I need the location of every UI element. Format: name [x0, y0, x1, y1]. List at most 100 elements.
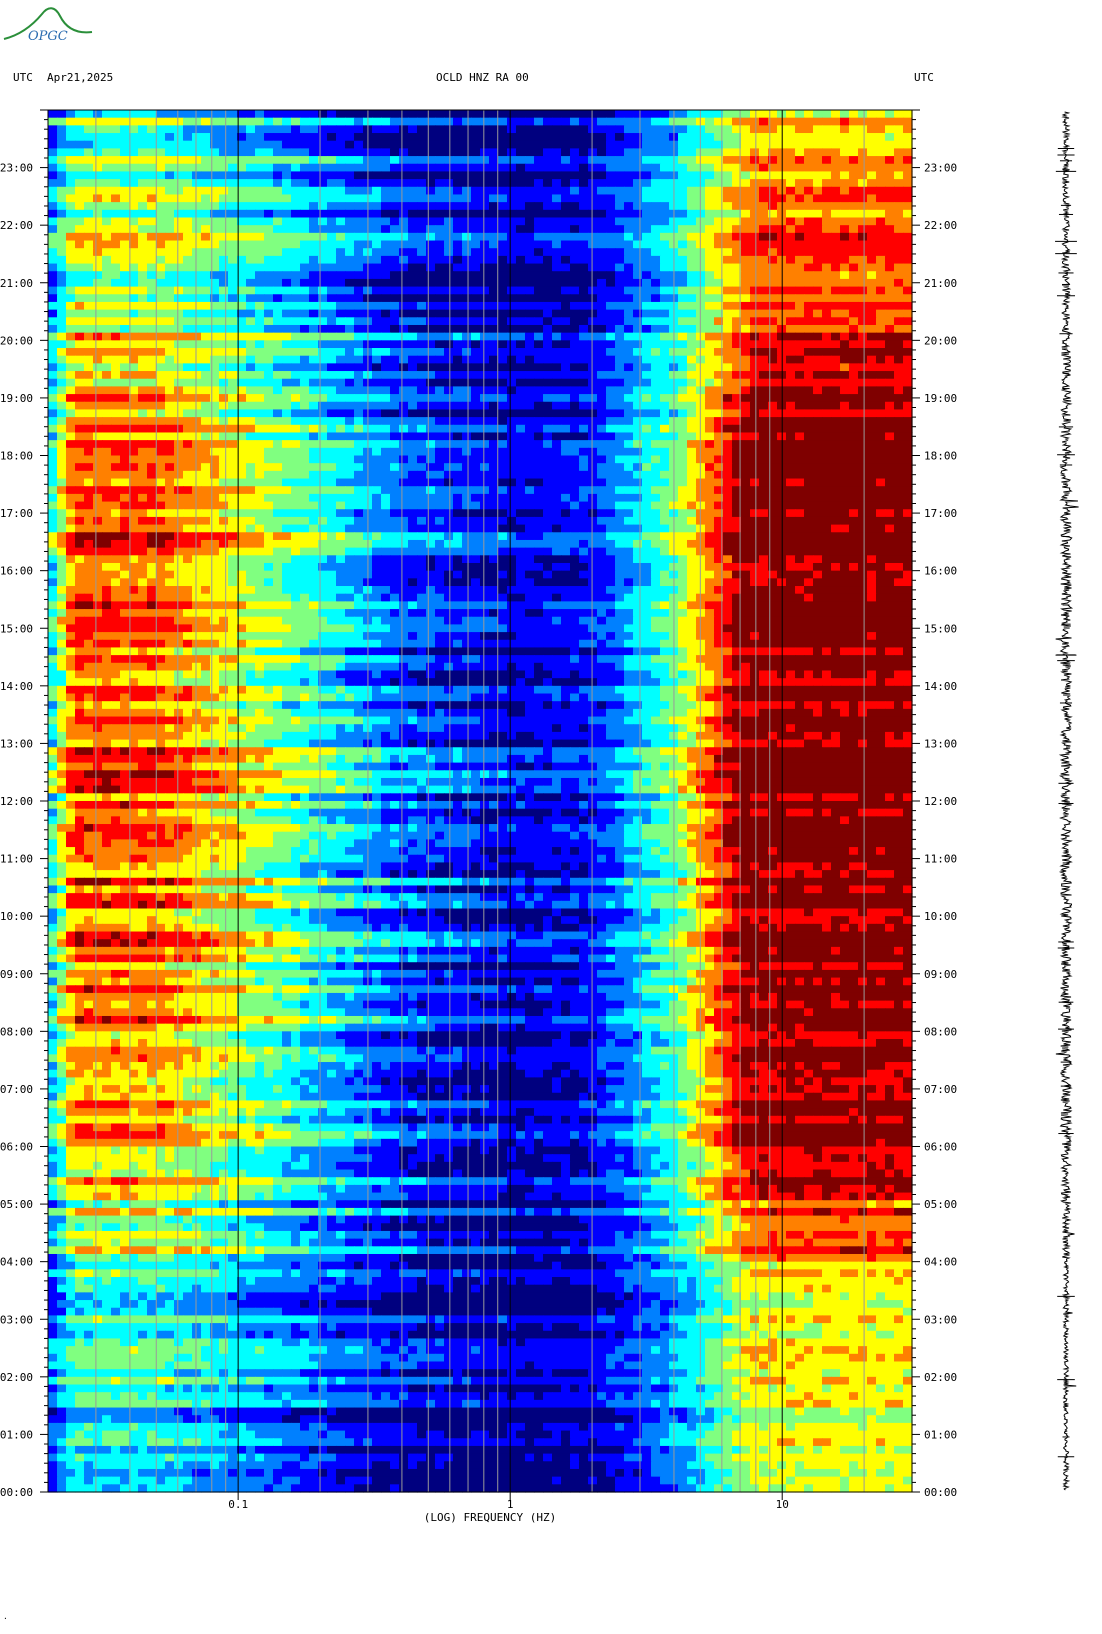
spectrogram-cell	[660, 209, 670, 219]
spectrogram-cell	[408, 278, 418, 288]
spectrogram-cell	[147, 202, 157, 211]
spectrogram-cell	[174, 232, 184, 242]
spectrogram-cell	[84, 110, 94, 119]
spectrogram-cell	[723, 271, 733, 280]
spectrogram-cell	[894, 493, 904, 503]
spectrogram-cell	[300, 117, 310, 126]
spectrogram-cell	[93, 378, 103, 387]
spectrogram-cell	[282, 209, 292, 219]
spectrogram-cell	[687, 133, 697, 142]
spectrogram-cell	[705, 163, 715, 173]
spectrogram-cell	[732, 432, 742, 441]
spectrogram-cell	[507, 355, 517, 364]
spectrogram-cell	[282, 171, 292, 180]
spectrogram-cell	[156, 148, 166, 157]
spectrogram-cell	[786, 148, 796, 157]
spectrogram-cell	[552, 324, 562, 334]
spectrogram-cell	[786, 140, 796, 149]
spectrogram-cell	[831, 171, 841, 180]
spectrogram-cell	[498, 355, 508, 364]
spectrogram-cell	[156, 278, 166, 288]
spectrogram-cell	[66, 432, 76, 441]
spectrogram-cell	[93, 332, 103, 341]
spectrogram-cell	[597, 255, 607, 265]
spectrogram-cell	[543, 324, 553, 334]
spectrogram-cell	[795, 271, 805, 280]
spectrogram-cell	[354, 278, 364, 288]
spectrogram-cell	[174, 133, 184, 142]
spectrogram-cell	[705, 394, 715, 403]
spectrogram-cell	[633, 148, 643, 157]
spectrogram-cell	[561, 493, 571, 503]
spectrogram-cell	[444, 386, 454, 395]
spectrogram-cell	[318, 309, 328, 318]
spectrogram-cell	[597, 286, 607, 295]
spectrogram-cell	[318, 301, 328, 311]
spectrogram-cell	[741, 332, 751, 341]
spectrogram-cell	[867, 156, 877, 165]
spectrogram-cell	[264, 470, 274, 480]
spectrogram-cell	[390, 125, 400, 134]
spectrogram-cell	[372, 455, 382, 464]
spectrogram-cell	[345, 309, 355, 318]
spectrogram-cell	[480, 470, 490, 480]
spectrogram-cell	[516, 217, 526, 226]
spectrogram-cell	[876, 440, 886, 449]
spectrogram-cell	[192, 301, 202, 311]
spectrogram-cell	[822, 394, 832, 403]
spectrogram-cell	[246, 163, 256, 173]
spectrogram-cell	[741, 348, 751, 357]
spectrogram-cell	[642, 432, 652, 441]
spectrogram-cell	[147, 294, 157, 303]
spectrogram-cell	[822, 263, 832, 272]
spectrogram-cell	[192, 171, 202, 180]
spectrogram-cell	[165, 309, 175, 318]
spectrogram-cell	[381, 110, 391, 119]
spectrogram-cell	[813, 110, 823, 119]
spectrogram-cell	[579, 378, 589, 387]
spectrogram-cell	[273, 255, 283, 265]
spectrogram-cell	[444, 156, 454, 165]
spectrogram-cell	[318, 332, 328, 341]
spectrogram-cell	[507, 156, 517, 165]
spectrogram-cell	[822, 240, 832, 249]
spectrogram-cell	[795, 294, 805, 303]
spectrogram-cell	[228, 209, 238, 219]
spectrogram-cell	[903, 432, 913, 441]
spectrogram-cell	[642, 110, 652, 119]
spectrogram-cell	[408, 294, 418, 303]
spectrogram-cell	[417, 271, 427, 280]
spectrogram-cell	[876, 478, 886, 487]
spectrogram-cell	[642, 363, 652, 372]
spectrogram-cell	[543, 401, 553, 411]
spectrogram-cell	[543, 194, 553, 203]
spectrogram-cell	[102, 348, 112, 357]
spectrogram-cell	[561, 294, 571, 303]
spectrogram-cell	[633, 463, 643, 472]
spectrogram-cell	[579, 117, 589, 126]
spectrogram-cell	[741, 440, 751, 449]
spectrogram-cell	[750, 163, 760, 173]
spectrogram-cell	[354, 148, 364, 157]
spectrogram-cell	[642, 340, 652, 349]
spectrogram-cell	[831, 255, 841, 265]
spectrogram-cell	[426, 470, 436, 480]
spectrogram-cell	[498, 248, 508, 257]
spectrogram-cell	[219, 133, 229, 142]
spectrogram-cell	[534, 217, 544, 226]
spectrogram-cell	[291, 355, 301, 364]
spectrogram-cell	[660, 186, 670, 196]
spectrogram-cell	[237, 133, 247, 142]
spectrogram-cell	[903, 332, 913, 341]
spectrogram-cell	[894, 371, 904, 380]
spectrogram-cell	[444, 371, 454, 380]
spectrogram-cell	[642, 440, 652, 449]
spectrogram-cell	[282, 348, 292, 357]
spectrogram-cell	[543, 378, 553, 387]
spectrogram-cell	[624, 194, 634, 203]
spectrogram-cell	[840, 309, 850, 318]
spectrogram-cell	[741, 324, 751, 334]
spectrogram-cell	[345, 232, 355, 242]
spectrogram-cell	[894, 263, 904, 272]
spectrogram-cell	[822, 317, 832, 326]
